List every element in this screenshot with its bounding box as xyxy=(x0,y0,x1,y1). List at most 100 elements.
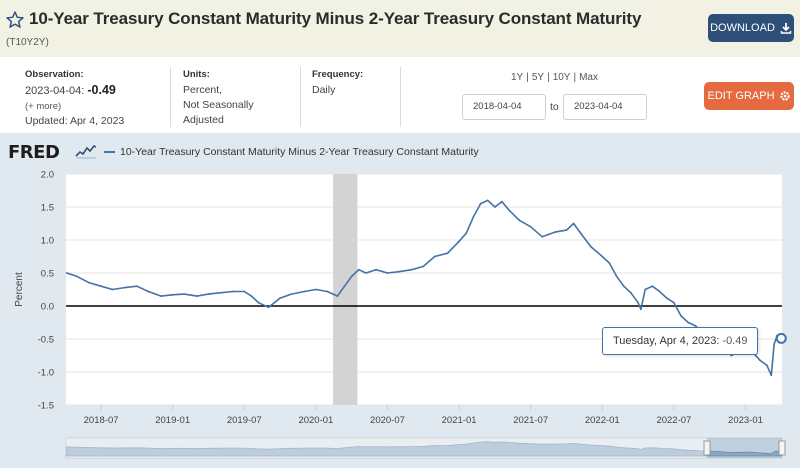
edit-graph-button[interactable]: EDIT GRAPH xyxy=(704,82,794,110)
observation-value: -0.49 xyxy=(87,83,116,97)
range-5y[interactable]: 5Y xyxy=(531,72,545,83)
data-point xyxy=(758,359,761,361)
tooltip-value: -0.49 xyxy=(722,335,748,347)
data-point xyxy=(615,275,618,278)
data-point xyxy=(100,285,102,288)
navigator-handle-left[interactable] xyxy=(703,440,711,456)
download-button[interactable]: DOWNLOAD xyxy=(708,14,794,42)
x-tick-label: 2021-01 xyxy=(442,415,477,426)
legend-label: 10-Year Treasury Constant Maturity Minus… xyxy=(120,146,479,158)
range-selector: 1Y | 5Y | 10Y | Max xyxy=(511,72,598,83)
data-point xyxy=(365,272,367,274)
y-axis: 2.0 1.5 1.0 0.5 0.0 -0.5 -1.0 -1.5 xyxy=(38,170,54,412)
range-separator: | xyxy=(526,72,529,83)
line-chart[interactable]: 2.0 1.5 1.0 0.5 0.0 -0.5 -1.0 -1.5 2018-07 2019-… xyxy=(0,133,800,468)
star-icon[interactable] xyxy=(5,10,25,30)
x-tick-label: 2022-07 xyxy=(656,415,691,426)
data-point xyxy=(375,268,377,271)
data-point xyxy=(465,232,468,235)
data-point xyxy=(601,255,604,258)
range-10y[interactable]: 10Y xyxy=(552,72,571,83)
y-tick-label: -1.5 xyxy=(38,401,54,412)
y-tick-label: 1.5 xyxy=(41,203,54,214)
data-point xyxy=(398,270,400,273)
navigator-series xyxy=(66,441,782,457)
data-point xyxy=(160,295,163,297)
units-line: Not Seasonally xyxy=(183,99,254,111)
chart-logo-icon xyxy=(75,143,97,159)
units-block: Units: Percent, Not Seasonally Adjusted xyxy=(183,67,254,128)
data-point xyxy=(730,354,733,357)
y-tick-label: 1.0 xyxy=(41,236,54,247)
x-tick-label: 2019-07 xyxy=(227,415,262,426)
data-point xyxy=(410,268,413,271)
observation-label: Observation: xyxy=(25,69,84,80)
data-point xyxy=(622,285,625,288)
chart-legend[interactable]: 10-Year Treasury Constant Maturity Minus… xyxy=(104,146,479,158)
updated-date: Updated: Apr 4, 2023 xyxy=(25,115,125,127)
data-point xyxy=(608,262,611,264)
data-point xyxy=(565,229,568,231)
x-tick-label: 2023-01 xyxy=(728,415,763,426)
data-point xyxy=(766,364,768,367)
range-separator: | xyxy=(547,72,550,83)
download-icon xyxy=(780,23,792,34)
hover-marker xyxy=(775,332,787,344)
data-point xyxy=(494,206,496,208)
data-point xyxy=(554,231,556,233)
data-point xyxy=(315,288,317,291)
data-point xyxy=(65,272,68,274)
plot-background xyxy=(66,174,782,405)
data-point xyxy=(541,235,543,238)
start-date-input[interactable]: 2018-04-04 xyxy=(462,94,546,120)
series-meta: Observation: 2023-04-04: -0.49 (+ more) … xyxy=(0,57,800,133)
x-tick-label: 2020-01 xyxy=(298,415,333,426)
data-point xyxy=(572,222,575,225)
data-point xyxy=(267,306,270,309)
data-point xyxy=(326,290,329,293)
range-1y[interactable]: 1Y xyxy=(511,72,524,83)
end-date-input[interactable]: 2023-04-04 xyxy=(563,94,647,120)
frequency-value: Daily xyxy=(312,84,336,96)
series-id: (T10Y2Y) xyxy=(6,37,49,48)
data-point xyxy=(243,290,246,293)
meta-divider xyxy=(170,67,171,127)
data-point xyxy=(136,285,138,288)
chart-tooltip: Tuesday, Apr 4, 2023: -0.49 xyxy=(602,327,759,355)
x-axis: 2018-07 2019-01 2019-07 2020-01 2020-07 2021-… xyxy=(84,405,763,426)
observation-date: 2023-04-04: xyxy=(25,85,85,97)
navigator-handle-right[interactable] xyxy=(778,440,786,456)
data-point xyxy=(644,288,647,291)
y-tick-label: 0.0 xyxy=(41,302,54,313)
navigator-selection[interactable] xyxy=(707,438,782,458)
data-point xyxy=(665,297,668,299)
fred-logo[interactable]: FRED xyxy=(8,142,60,163)
date-range-to-label: to xyxy=(550,101,559,113)
data-point xyxy=(183,293,186,295)
data-point xyxy=(589,245,592,248)
data-point xyxy=(773,343,775,346)
y-tick-label: -1.0 xyxy=(38,368,54,379)
x-tick-label: 2020-07 xyxy=(370,415,405,426)
data-point xyxy=(196,295,198,297)
range-max[interactable]: Max xyxy=(579,72,598,83)
data-point xyxy=(207,293,210,295)
more-observations-link[interactable]: (+ more) xyxy=(25,101,62,112)
y-axis-label: Percent xyxy=(14,272,25,307)
data-point xyxy=(386,272,389,274)
data-point xyxy=(694,324,697,327)
data-point xyxy=(357,268,360,271)
data-point xyxy=(579,232,582,235)
data-point xyxy=(433,255,436,258)
data-point xyxy=(508,209,511,212)
data-point xyxy=(770,374,773,377)
navigator-unselected xyxy=(66,438,707,458)
data-point xyxy=(422,265,425,268)
data-point xyxy=(640,308,642,311)
data-point xyxy=(303,290,306,293)
y-tick-label: -0.5 xyxy=(38,335,54,346)
units-line: Adjusted xyxy=(183,114,224,126)
data-point xyxy=(343,285,346,288)
data-point xyxy=(529,225,532,228)
tooltip-date: Tuesday, Apr 4, 2023: xyxy=(613,335,720,347)
